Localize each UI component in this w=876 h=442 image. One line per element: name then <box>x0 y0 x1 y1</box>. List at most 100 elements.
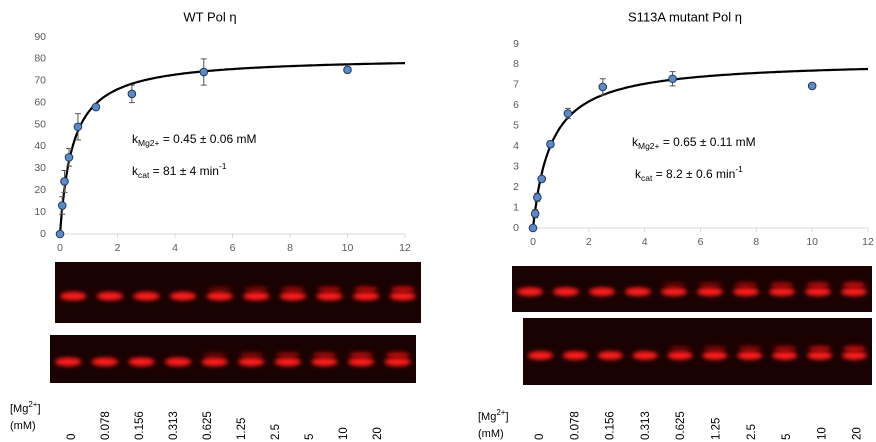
gel-band <box>806 282 830 288</box>
gel-band <box>702 351 727 359</box>
lane-label: 0.156 <box>605 411 617 440</box>
gel-band <box>244 286 268 292</box>
y-tick-label: 90 <box>34 31 46 43</box>
data-point <box>128 90 136 98</box>
gel-band <box>317 286 341 292</box>
figure: WT Pol η0102030405060708090024681012kMg2… <box>0 0 876 442</box>
gel-band <box>808 346 831 352</box>
data-point <box>564 110 572 118</box>
x-tick-label: 12 <box>399 242 411 254</box>
x-tick-label: 0 <box>57 242 63 254</box>
lane-axis-unit: (mM) <box>478 428 504 440</box>
gel-band <box>348 358 374 366</box>
lane-label: 20 <box>852 427 864 440</box>
gel-band <box>170 292 196 300</box>
y-tick-label: 60 <box>34 96 46 108</box>
x-tick-label: 0 <box>530 236 536 248</box>
data-point <box>344 66 352 74</box>
gel-band <box>807 351 832 359</box>
lane-axis-label: [Mg2+] <box>478 408 509 423</box>
lane-label: 1.25 <box>236 418 248 440</box>
data-point <box>92 103 100 111</box>
gel-band <box>312 352 336 358</box>
x-tick-label: 4 <box>172 242 178 254</box>
gel-band <box>528 351 553 359</box>
x-tick-label: 8 <box>287 242 293 254</box>
annotation-sub: Mg2+ <box>138 138 160 148</box>
gel-band <box>202 358 228 366</box>
gel-band <box>737 351 762 359</box>
lane-label: 20 <box>372 427 384 440</box>
gel-band <box>842 351 867 359</box>
gel-band <box>770 282 794 288</box>
annotation-rest: = 81 ± 4 min <box>149 164 219 178</box>
annotation-sup: -1 <box>219 161 227 171</box>
gel-band <box>842 282 866 288</box>
gel-band <box>97 292 123 300</box>
gel-band <box>589 288 615 296</box>
gel-band <box>354 286 378 292</box>
gel-band <box>280 292 306 300</box>
data-point <box>529 224 537 232</box>
data-point <box>808 82 816 90</box>
x-tick-label: 4 <box>642 236 648 248</box>
y-tick-label: 3 <box>513 160 519 172</box>
gel-band <box>773 346 796 352</box>
gel-band <box>769 288 795 296</box>
annotation-sub: cat <box>138 170 150 180</box>
lane-label: 0.313 <box>640 411 652 440</box>
gel-band <box>243 292 269 300</box>
lane-axis-unit: (mM) <box>10 420 36 432</box>
lane-label: 0.625 <box>202 411 214 440</box>
data-point <box>74 123 82 131</box>
data-point <box>599 83 607 91</box>
lane-axis-open: [Mg <box>478 411 496 423</box>
gel-band <box>92 358 118 366</box>
gel-band <box>386 352 410 358</box>
gel-band <box>239 352 263 358</box>
annotation: kMg2+ = 0.65 ± 0.11 mM <box>632 135 756 151</box>
y-tick-label: 70 <box>34 75 46 87</box>
gel-band <box>703 346 726 352</box>
y-tick-label: 7 <box>513 79 519 91</box>
gel-band <box>208 286 232 292</box>
x-tick-label: 2 <box>115 242 121 254</box>
lane-label: 0.078 <box>569 411 581 440</box>
lane-label: 0 <box>534 434 546 440</box>
lane-axis-open: [Mg <box>10 403 28 415</box>
gel-band <box>843 346 866 352</box>
gel-band <box>553 288 579 296</box>
gel-band <box>238 358 264 366</box>
gel-band <box>349 352 373 358</box>
gel-band <box>667 351 692 359</box>
gel-band <box>275 358 301 366</box>
x-tick-label: 8 <box>753 236 759 248</box>
lane-label: 0.156 <box>134 411 146 440</box>
lane-label: 0.625 <box>675 411 687 440</box>
gel-band <box>517 288 543 296</box>
gel-band <box>385 358 411 366</box>
y-tick-label: 1 <box>513 201 519 213</box>
y-tick-label: 20 <box>34 184 46 196</box>
y-tick-label: 30 <box>34 162 46 174</box>
lane-axis-close: ] <box>37 403 40 415</box>
gel-band <box>841 288 867 296</box>
gel-band <box>733 288 759 296</box>
lane-label: 2.5 <box>270 424 282 440</box>
x-tick-label: 6 <box>698 236 704 248</box>
gel-band <box>563 351 588 359</box>
gel-band <box>772 351 797 359</box>
lane-axis-label: [Mg2+] <box>10 400 41 415</box>
y-tick-label: 10 <box>34 206 46 218</box>
gel-band <box>311 358 337 366</box>
annotation-rest: = 8.2 ± 0.6 min <box>652 167 735 181</box>
fit-curve <box>60 63 405 234</box>
gel-band <box>662 282 686 288</box>
data-point <box>547 140 555 148</box>
lane-label: 1.25 <box>711 418 723 440</box>
annotation-rest: = 0.65 ± 0.11 mM <box>660 135 756 149</box>
gel-band <box>598 351 623 359</box>
y-tick-label: 5 <box>513 120 519 132</box>
data-point <box>65 154 73 162</box>
gel-band <box>276 352 300 358</box>
